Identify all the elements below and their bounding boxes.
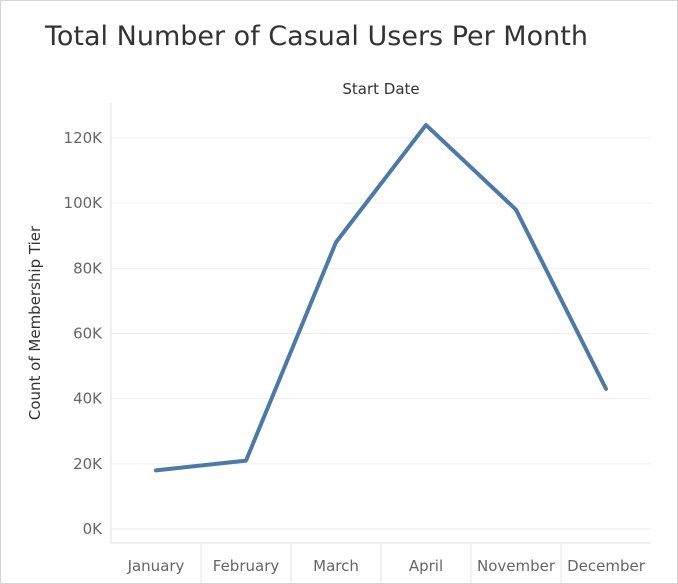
y-tick-label: 40K [73,390,103,408]
data-point[interactable] [240,455,252,467]
series-line[interactable] [154,122,608,473]
x-tick-labels: January February March April November Decembe… [127,557,646,575]
x-tick-label: April [409,557,443,575]
x-tick-label: December [567,557,646,575]
y-axis-label: Count of Membership Tier [26,225,44,420]
x-tick-label: March [313,557,359,575]
data-point[interactable] [420,119,432,131]
grid-layer [111,137,651,583]
x-tick-label: November [477,557,556,575]
y-tick-label: 0K [83,520,104,538]
chart-title: Total Number of Casual Users Per Month [45,21,588,52]
data-points [150,119,612,476]
y-tick-label: 60K [73,325,103,343]
data-point[interactable] [600,383,612,395]
x-axis-header: Start Date [342,80,419,98]
axis-layer [110,103,651,544]
data-point[interactable] [150,464,162,476]
x-tick-label: January [127,557,185,575]
x-tick-label: February [213,557,280,575]
y-tick-labels: 0K 20K 40K 60K 80K 100K 120K [64,129,104,538]
y-tick-label: 20K [73,455,103,473]
y-tick-label: 120K [64,129,104,147]
data-point[interactable] [510,204,522,216]
y-tick-label: 100K [64,194,104,212]
data-point[interactable] [330,236,342,248]
y-tick-label: 80K [73,259,103,277]
